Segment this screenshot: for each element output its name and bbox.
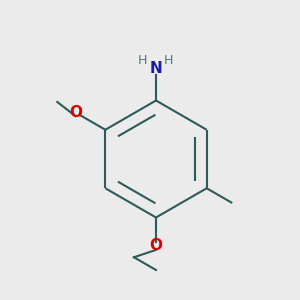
Text: H: H xyxy=(164,53,173,67)
Text: N: N xyxy=(150,61,162,76)
Text: H: H xyxy=(138,53,147,67)
Text: O: O xyxy=(149,238,163,253)
Text: O: O xyxy=(69,105,82,120)
